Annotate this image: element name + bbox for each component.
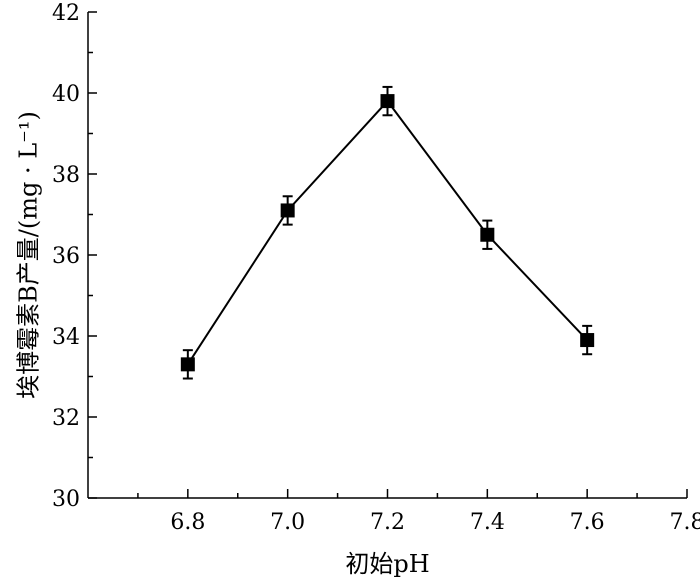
- data-point: [281, 203, 295, 217]
- y-axis-title: 埃博霉素B产量/(mg · L⁻¹): [15, 111, 43, 399]
- x-tick-label: 7.0: [270, 510, 305, 535]
- data-point: [580, 333, 594, 347]
- x-tick-label: 7.4: [470, 510, 505, 535]
- axes: [88, 12, 687, 498]
- x-tick-label: 6.8: [170, 510, 205, 535]
- series-line: [188, 101, 587, 364]
- ticks: 30 32 34 36 38 40 42 6.8 7.0 7.2 7.4 7.6 7.8: [52, 1, 700, 535]
- x-tick-label: 7.2: [370, 510, 405, 535]
- data-point: [381, 94, 395, 108]
- data-point: [480, 228, 494, 242]
- x-tick-label: 7.8: [670, 510, 700, 535]
- y-tick-label: 40: [52, 82, 80, 107]
- y-tick-label: 42: [52, 1, 80, 26]
- y-tick-label: 36: [52, 244, 80, 269]
- y-tick-label: 38: [52, 163, 80, 188]
- x-tick-label: 7.6: [570, 510, 605, 535]
- data-series: [181, 87, 594, 379]
- y-tick-label: 34: [52, 325, 80, 350]
- data-point: [181, 357, 195, 371]
- y-tick-label: 30: [52, 487, 80, 512]
- y-tick-label: 32: [52, 406, 80, 431]
- x-axis-title: 初始pH: [345, 550, 429, 578]
